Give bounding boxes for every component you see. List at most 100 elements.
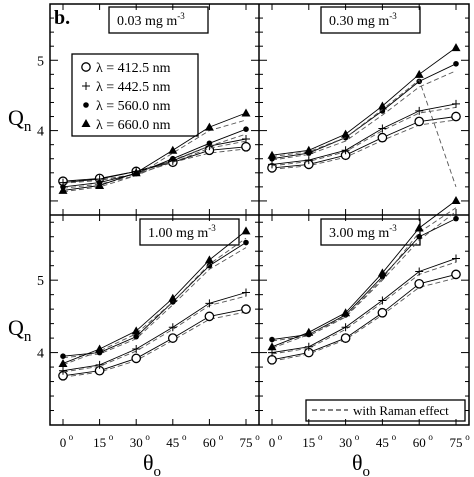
data-point-plus (415, 106, 424, 115)
data-point-filled-triangle (341, 129, 351, 138)
panel-label-top-right: 0.30 mg m-3 (320, 6, 421, 34)
data-point-open-circle (414, 116, 425, 127)
raman-series-line (271, 106, 457, 167)
data-point-plus (378, 296, 387, 305)
series-line (271, 116, 457, 169)
series-line (271, 257, 457, 354)
data-point-filled-triangle (168, 293, 178, 302)
y-tick-label: 5 (37, 54, 44, 69)
series-line (271, 63, 457, 160)
data-point-filled-triangle (414, 223, 424, 232)
data-point-plus (341, 146, 350, 155)
x-tick-label: 0 (269, 435, 276, 450)
raman-series-line (62, 311, 247, 378)
data-point-plus (415, 267, 424, 276)
data-point-open-circle (340, 333, 351, 343)
raman-series-line (62, 148, 247, 182)
data-point-filled-circle (453, 215, 459, 222)
data-point-filled-circle (206, 262, 213, 269)
legend-marker-filled-circle (83, 102, 89, 108)
x-tick-label: 75 (450, 435, 463, 450)
data-point-open-circle (241, 141, 251, 152)
series-line (62, 308, 247, 377)
data-point-open-circle (204, 311, 215, 322)
data-point-filled-triangle (267, 342, 277, 351)
raman-series-line (62, 247, 247, 359)
panel-letter: b. (54, 7, 70, 29)
series-line (62, 242, 247, 357)
raman-series-line (271, 207, 457, 349)
data-point-filled-triangle (377, 268, 387, 277)
x-tick-degree: o (255, 432, 260, 442)
data-point-open-circle (377, 132, 388, 143)
data-point-filled-triangle (58, 185, 68, 194)
x-tick-label: 60 (413, 435, 426, 450)
raman-series-line (62, 237, 247, 366)
panel-label-bottom-left: 1.00 mg m-3 (139, 218, 240, 246)
x-tick-label: 45 (166, 435, 179, 450)
x-tick-label: 30 (130, 435, 143, 450)
series-line (62, 138, 247, 184)
data-point-filled-triangle (304, 327, 314, 336)
data-point-plus (242, 135, 250, 144)
x-tick-degree: o (355, 432, 360, 442)
x-tick-degree: o (69, 432, 74, 442)
series-line (271, 103, 457, 165)
data-point-filled-circle (416, 233, 423, 240)
data-point-filled-circle (243, 239, 249, 246)
series-line (271, 47, 457, 156)
legend-marker-plus (82, 82, 90, 90)
data-point-open-circle (241, 304, 251, 314)
data-point-open-circle (267, 354, 277, 365)
series-line (271, 273, 457, 361)
data-point-open-circle (377, 307, 388, 318)
legend-marker-filled-triangle (81, 119, 91, 127)
raman-series-line (62, 140, 247, 184)
x-tick-degree: o (318, 432, 323, 442)
data-point-open-circle (167, 333, 178, 343)
data-point-plus (168, 323, 177, 332)
data-point-filled-triangle (241, 108, 251, 117)
data-point-filled-circle (60, 353, 66, 360)
x-tick-degree: o (182, 432, 187, 442)
data-point-filled-triangle (95, 344, 105, 353)
x-tick-degree: o (145, 432, 150, 442)
data-point-open-circle (414, 278, 425, 289)
data-point-filled-triangle (241, 226, 251, 235)
data-point-filled-triangle (95, 180, 105, 189)
y-axis-label-bottom: Qn (8, 315, 32, 345)
data-point-filled-triangle (267, 150, 277, 159)
y-tick-label: 4 (37, 347, 44, 362)
series-line (62, 292, 247, 372)
legend-label: λ = 442.5 nm (96, 80, 171, 95)
data-point-filled-circle (453, 60, 459, 67)
x-tick-label: 60 (203, 435, 216, 450)
series-line (62, 230, 247, 364)
series-line (62, 146, 247, 182)
x-tick-degree: o (109, 432, 114, 442)
panel-label-top-left: 0.03 mg m-3 (108, 6, 209, 34)
data-point-filled-triangle (341, 308, 351, 317)
legend-label: λ = 560.0 nm (96, 99, 171, 114)
data-point-open-circle (451, 269, 461, 280)
series-line (271, 200, 457, 348)
data-point-filled-triangle (451, 43, 461, 52)
data-point-filled-triangle (204, 255, 214, 264)
data-point-filled-triangle (451, 196, 461, 205)
series-line (62, 112, 247, 191)
legend-label: λ = 412.5 nm (96, 61, 171, 76)
legend-marker-open-circle (81, 62, 91, 72)
x-axis-label-left: θo (143, 450, 161, 477)
x-tick-degree: o (219, 432, 224, 442)
y-tick-label: 4 (37, 125, 44, 140)
x-tick-degree: o (278, 432, 283, 442)
y-axis-label-top: Qn (8, 105, 32, 135)
data-point-filled-triangle (131, 326, 141, 335)
data-point-filled-triangle (58, 358, 68, 367)
x-tick-label: 45 (376, 435, 389, 450)
raman-series-line (271, 277, 457, 362)
data-point-open-circle (131, 353, 142, 364)
data-point-plus (452, 254, 460, 263)
data-point-plus (304, 156, 313, 165)
